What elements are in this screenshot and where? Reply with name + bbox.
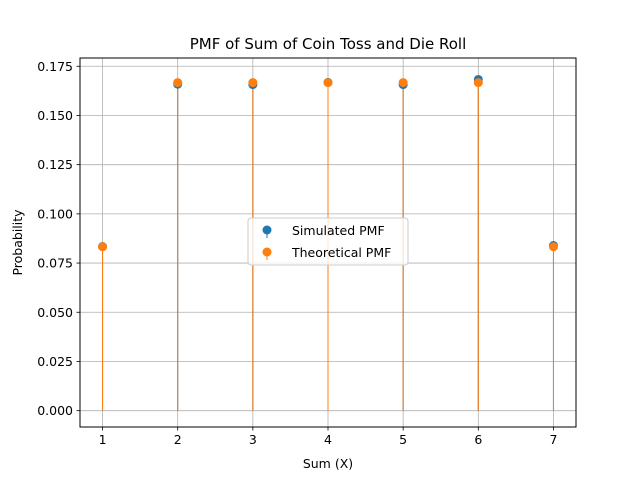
data-markers <box>98 74 558 252</box>
marker-theoretical <box>548 242 558 252</box>
axis-ticks: 1 2 3 4 5 6 7 0.000 0.025 0.050 0.075 0.100 0.125 0.1… <box>37 59 557 447</box>
y-tick-label: 0.100 <box>37 206 73 221</box>
marker-theoretical <box>398 78 408 88</box>
x-tick-label: 7 <box>549 432 557 447</box>
marker-theoretical <box>98 242 108 252</box>
legend-theoretical-marker <box>262 247 272 257</box>
y-tick-label: 0.150 <box>37 108 73 123</box>
chart-title: PMF of Sum of Coin Toss and Die Roll <box>190 35 467 53</box>
y-tick-label: 0.000 <box>37 403 73 418</box>
y-tick-label: 0.050 <box>37 305 73 320</box>
legend-simulated-label: Simulated PMF <box>292 223 385 238</box>
x-tick-label: 3 <box>249 432 257 447</box>
y-axis-label: Probability <box>10 209 25 276</box>
y-tick-label: 0.075 <box>37 256 73 271</box>
x-tick-label: 6 <box>474 432 482 447</box>
stem-lines <box>102 79 554 411</box>
y-tick-label: 0.025 <box>37 354 73 369</box>
x-tick-label: 2 <box>174 432 182 447</box>
legend-theoretical-label: Theoretical PMF <box>291 245 391 260</box>
legend-simulated-marker <box>262 225 272 235</box>
x-tick-label: 5 <box>399 432 407 447</box>
y-tick-label: 0.125 <box>37 157 73 172</box>
x-axis-label: Sum (X) <box>303 456 353 471</box>
marker-theoretical <box>173 78 183 88</box>
x-tick-label: 1 <box>99 432 107 447</box>
legend: Simulated PMF Theoretical PMF <box>247 217 409 266</box>
marker-theoretical <box>473 78 483 88</box>
y-tick-label: 0.175 <box>37 59 73 74</box>
marker-theoretical <box>248 78 258 88</box>
x-tick-label: 4 <box>324 432 332 447</box>
marker-theoretical <box>323 78 333 88</box>
legend-box <box>247 217 409 266</box>
